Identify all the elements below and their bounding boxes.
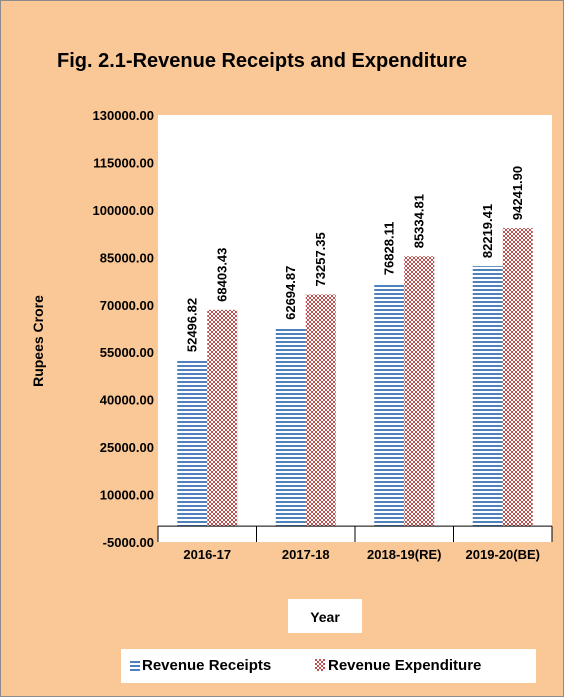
- data-label: 68403.43: [214, 248, 229, 302]
- y-axis-label: Rupees Crore: [30, 295, 46, 387]
- y-tick-label: 55000.00: [100, 345, 154, 360]
- legend-label-expenditure: Revenue Expenditure: [328, 657, 481, 674]
- data-label: 62694.87: [283, 266, 298, 320]
- legend-swatch-expenditure: [315, 659, 325, 671]
- bar-revenue-receipts: [472, 266, 503, 527]
- x-tick-label: 2017-18: [282, 547, 330, 562]
- bars: [157, 228, 553, 542]
- x-tick-label: 2019-20(BE): [466, 547, 540, 562]
- y-tick-label: 70000.00: [100, 298, 154, 313]
- data-label: 85334.81: [411, 194, 426, 248]
- bar-revenue-expenditure: [305, 294, 336, 527]
- data-label: 73257.35: [313, 232, 328, 286]
- legend-label-receipts: Revenue Receipts: [142, 657, 271, 674]
- y-tick-label: 85000.00: [100, 250, 154, 265]
- data-label: 94241.90: [510, 166, 525, 220]
- x-tick-label: 2018-19(RE): [367, 547, 441, 562]
- data-label: 52496.82: [184, 298, 199, 352]
- data-label: 82219.41: [480, 204, 495, 258]
- y-tick-label: 100000.00: [93, 203, 154, 218]
- y-tick-label: 115000.00: [93, 155, 154, 170]
- y-tick-label: 130000.00: [93, 108, 154, 123]
- legend-swatch-receipts: [130, 659, 140, 671]
- y-axis-ticks: -5000.00 10000.00 25000.00 40000.00 55000.00…: [93, 108, 154, 550]
- bar-revenue-expenditure: [207, 309, 238, 527]
- y-tick-label: -5000.00: [103, 535, 154, 550]
- y-tick-label: 25000.00: [100, 440, 154, 455]
- x-axis-label-box: [288, 599, 362, 633]
- data-labels: 52496.82 68403.43 62694.87 73257.35 76828.11…: [184, 166, 525, 352]
- x-axis-label: Year: [310, 609, 340, 625]
- bar-revenue-expenditure: [502, 228, 533, 527]
- bar-revenue-receipts: [275, 327, 306, 527]
- y-tick-label: 40000.00: [100, 393, 154, 408]
- chart-title: Fig. 2.1-Revenue Receipts and Expenditur…: [57, 50, 467, 72]
- data-label: 76828.11: [381, 222, 396, 276]
- x-axis-ticks: 2016-17 2017-18 2018-19(RE) 2019-20(BE): [183, 547, 540, 562]
- bar-revenue-receipts: [374, 283, 405, 527]
- y-tick-label: 10000.00: [100, 488, 154, 503]
- legend-box: [121, 649, 536, 683]
- bar-revenue-expenditure: [404, 256, 435, 527]
- x-tick-label: 2016-17: [183, 547, 231, 562]
- bar-revenue-receipts: [177, 360, 208, 527]
